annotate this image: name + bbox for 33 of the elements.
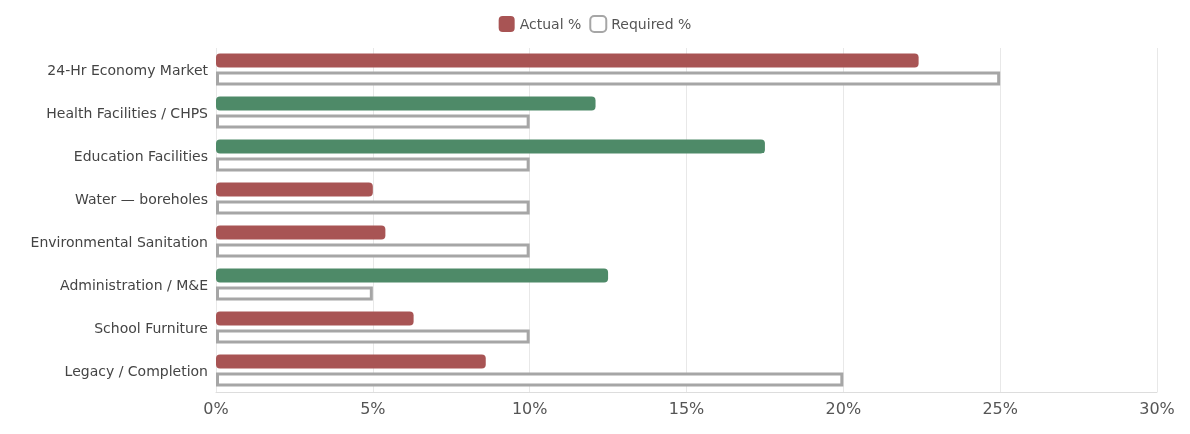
y-tick-label: Administration / M&E <box>60 276 208 293</box>
x-tick-label: 5% <box>360 398 386 418</box>
bar <box>216 354 486 369</box>
y-tick-label: Environmental Sanitation <box>30 233 208 250</box>
x-tick-label: 0% <box>203 398 229 418</box>
y-tick-label: Water — boreholes <box>74 190 208 207</box>
bar <box>216 372 844 387</box>
bar <box>216 268 609 283</box>
bar <box>216 311 414 326</box>
bar <box>216 96 596 111</box>
legend-label: Actual % <box>519 16 582 32</box>
bar <box>216 182 373 197</box>
bar <box>216 243 530 258</box>
bar <box>216 225 386 240</box>
x-tick-label: 10% <box>511 398 548 418</box>
bar <box>216 139 765 154</box>
y-tick-label: School Furniture <box>94 319 208 336</box>
y-tick-label: Health Facilities / CHPS <box>46 104 209 121</box>
x-tick-label: 20% <box>825 398 862 418</box>
bar <box>216 71 1001 86</box>
bar <box>216 157 530 172</box>
x-tick-label: 15% <box>668 398 705 418</box>
y-tick-label: Legacy / Completion <box>64 362 208 379</box>
bar <box>216 329 530 344</box>
legend-label: Required % <box>611 16 692 32</box>
bar <box>216 53 919 68</box>
bar <box>216 200 530 215</box>
x-tick-label: 25% <box>982 398 1018 418</box>
bar <box>216 286 373 301</box>
x-tick-label: 30% <box>1139 398 1175 418</box>
y-tick-label: 24-Hr Economy Market <box>47 61 209 78</box>
bar <box>216 114 530 129</box>
y-tick-label: Education Facilities <box>73 147 208 164</box>
